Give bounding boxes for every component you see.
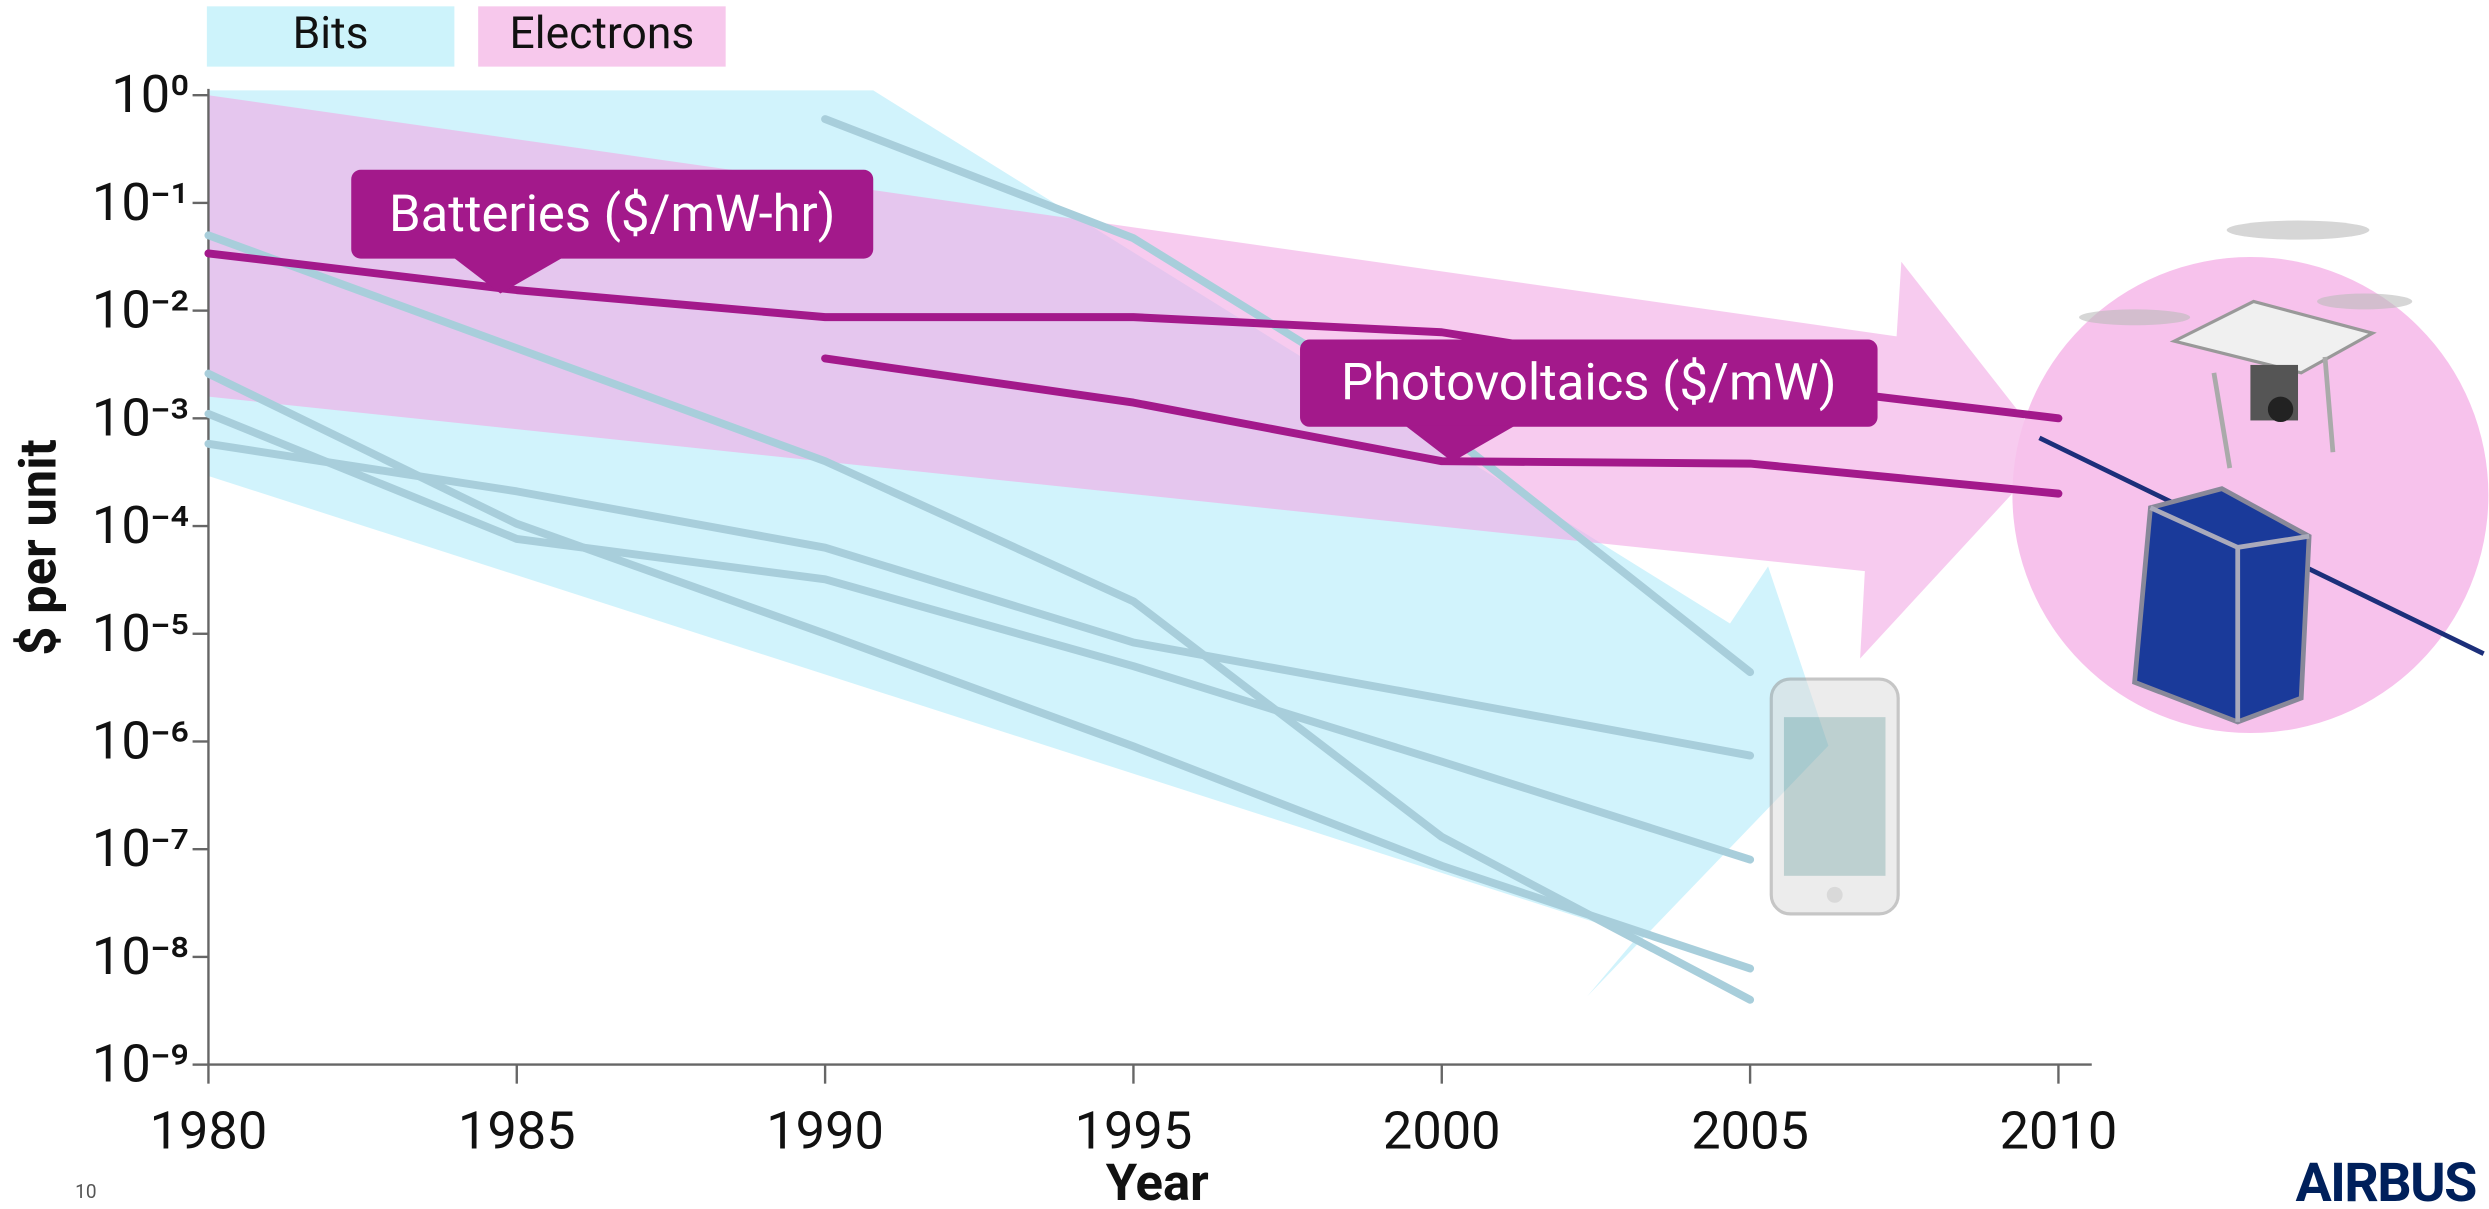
callout-pointer: [1404, 425, 1516, 462]
lines: [204, 115, 2063, 1004]
product-circle: [2012, 257, 2489, 734]
y-axis-label: $ per unit: [9, 439, 68, 655]
background-layer: [208, 90, 2489, 997]
x-tick-label: 2005: [1691, 1099, 1809, 1161]
y-tick-label: 10⁰: [111, 63, 189, 125]
series-line: [204, 439, 1755, 760]
page-number: 10: [75, 1180, 96, 1203]
y-tick-label: 10⁻⁸: [92, 925, 189, 987]
series-line: [204, 369, 1755, 973]
y-tick-label: 10⁻²: [92, 279, 189, 341]
x-tick-label: 1990: [766, 1099, 884, 1161]
y-tick-label: 10⁻⁴: [92, 494, 189, 556]
y-tick-label: 10⁻³: [92, 386, 189, 448]
cubesat-image: [2038, 435, 2485, 725]
callout-box: [1300, 339, 1878, 427]
series-line: [821, 354, 2063, 498]
y-tick-label: 10⁻⁹: [92, 1033, 189, 1095]
x-tick-label: 1980: [150, 1099, 268, 1161]
legend-label: Electrons: [510, 7, 695, 59]
x-tick-label: 2000: [1383, 1099, 1501, 1161]
callout-label: Photovoltaics ($/mW): [1341, 354, 1837, 413]
logo: AIRBUS: [2295, 1152, 2476, 1209]
x-axis-label: Year: [1106, 1154, 1209, 1209]
x-tick-label: 1985: [458, 1099, 576, 1161]
overlay: Bits Electrons Batteries ($/mW-hr) Photovol…: [75, 6, 2478, 1209]
legend-swatch: [478, 6, 726, 67]
callout-label: Batteries ($/mW-hr): [389, 185, 835, 244]
x-tick-label: 1995: [1075, 1099, 1193, 1161]
callout-box: [351, 169, 874, 259]
y-tick-label: 10⁻⁷: [92, 817, 189, 879]
series-line: [821, 115, 1755, 677]
legend-label: Bits: [293, 7, 369, 59]
y-tick-label: 10⁻⁵: [92, 602, 189, 664]
drone-image: [2079, 220, 2413, 469]
axes: 10⁻⁹ 10⁻⁸ 10⁻⁷ 10⁻⁶ 10⁻⁵ 10⁻⁴ 10⁻³ 10⁻² 10⁻¹ 10⁰ 1…: [9, 63, 2117, 1209]
callout-pointer: [452, 257, 564, 294]
y-tick-label: 10⁻⁶: [92, 709, 189, 771]
legend-swatch: [206, 6, 455, 67]
phone-image: [1769, 677, 1900, 916]
y-tick-label: 10⁻¹: [92, 171, 189, 233]
x-tick-label: 2010: [2000, 1099, 2118, 1161]
series-line: [204, 409, 1755, 864]
series-line: [204, 231, 1755, 1004]
